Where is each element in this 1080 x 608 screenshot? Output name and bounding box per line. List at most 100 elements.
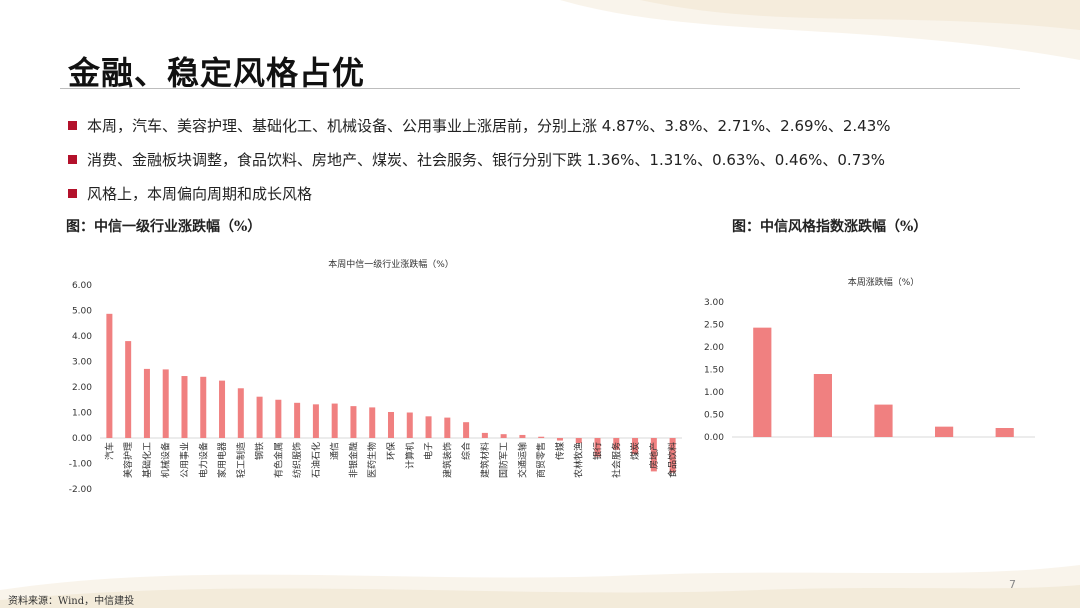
category-label: 房地产 [648,442,660,469]
title-divider [60,88,1020,89]
y-tick-label: 3.00 [704,298,724,308]
y-tick-label: 0.00 [72,434,92,444]
y-tick-label: 1.00 [72,409,92,419]
bar [995,428,1014,437]
bar [481,432,488,438]
bar [575,438,582,444]
category-label: 家用电器 [216,442,228,478]
category-label: 电力设备 [197,442,209,478]
category-label: 公用事业 [178,442,190,478]
bar [219,380,226,438]
bar [538,436,545,438]
bar [650,438,657,472]
category-label: 美容护理 [122,442,134,478]
bar [935,426,954,437]
page-number: 7 [1009,578,1016,591]
category-label: 轻工制造 [235,442,247,478]
style-bar-chart: 本周涨跌幅（%） 3.00 2.50 2.00 1.50 1.00 0.50 0.00 [704,276,1035,443]
category-label: 环保 [385,442,397,460]
y-tick-label: 2.00 [72,383,92,393]
bar [331,403,338,438]
bar [594,438,601,457]
category-label: 钢铁 [254,442,266,460]
bar [632,438,639,455]
bullet-marker [68,188,77,198]
category-label: 纺织服饰 [291,442,303,478]
bullet-marker [68,154,77,164]
y-tick-label: 0.00 [704,433,724,443]
chart-title: 本周中信一级行业涨跌幅（%） [328,258,454,270]
bar [143,368,150,438]
category-label: 传媒 [554,442,566,460]
bar [500,434,507,438]
category-label: 汽车 [103,442,115,460]
bar [813,374,832,437]
bar [874,404,893,437]
category-label: 通信 [329,442,341,460]
category-label: 有色金属 [272,442,284,478]
bar [387,411,395,438]
y-tick-label: -1.00 [69,460,93,470]
category-label: 建筑材料 [479,442,491,478]
category-label: 建筑装饰 [441,442,453,478]
bullet-item: 消费、金融板块调整，食品饮料、房地产、煤炭、社会服务、银行分别下跌 1.36%、… [68,142,1018,176]
category-label: 机械设备 [160,442,172,478]
bullet-text: 本周，汽车、美容护理、基础化工、机械设备、公用事业上涨居前，分别上涨 4.87%… [87,116,891,135]
bar [106,313,113,438]
bar [369,407,376,438]
y-tick-label: 4.00 [72,332,92,342]
category-label: 煤炭 [629,442,641,460]
y-tick-label: 1.50 [704,366,724,376]
bullet-item: 本周，汽车、美容护理、基础化工、机械设备、公用事业上涨居前，分别上涨 4.87%… [68,108,1018,142]
right-figure-caption: 图：中信风格指数涨跌幅（%） [732,219,928,235]
y-tick-label: 2.00 [704,343,724,353]
category-label: 银行 [592,442,604,460]
category-label: 社会服务 [610,442,622,478]
y-tick-label: -2.00 [69,485,93,495]
category-label: 基础化工 [141,442,153,478]
category-label: 食品饮料 [667,442,679,478]
page-title: 金融、稳定风格占优 [68,54,366,92]
bar [613,438,620,450]
bar [162,369,169,438]
category-label: 电子 [423,442,435,460]
bar [237,388,244,438]
bullet-text: 消费、金融板块调整，食品饮料、房地产、煤炭、社会服务、银行分别下跌 1.36%、… [87,150,886,169]
bar [406,412,413,438]
category-label: 医药生物 [366,442,378,478]
category-label: 石油石化 [310,442,322,478]
bar [463,422,470,438]
category-label: 计算机 [404,442,416,469]
category-label: 综合 [460,442,472,460]
bar [350,406,357,438]
bar [519,434,526,438]
y-tick-label: 3.00 [72,358,92,368]
chart-title: 本周涨跌幅（%） [848,276,920,288]
left-figure-caption: 图：中信一级行业涨跌幅（%） [66,219,262,235]
bar [294,402,301,438]
bar [200,376,207,438]
bullet-text: 风格上，本周偏向周期和成长风格 [87,184,313,203]
bar [425,416,432,438]
bullet-list: 本周，汽车、美容护理、基础化工、机械设备、公用事业上涨居前，分别上涨 4.87%… [68,108,1018,210]
bar [256,396,263,438]
bar [669,438,676,473]
industry-bar-chart: 本周中信一级行业涨跌幅（%） 6.00 5.00 4.00 3.00 2.00 1.00 0.… [69,258,682,495]
bullet-item: 风格上，本周偏向周期和成长风格 [68,176,1018,210]
y-tick-label: 0.50 [704,411,724,421]
bullet-marker [68,120,77,130]
bar [444,417,451,438]
bar [753,327,772,437]
category-label: 农林牧渔 [573,442,585,478]
bar [181,376,188,438]
category-label: 商贸零售 [535,442,547,478]
y-tick-label: 5.00 [72,307,92,317]
bar [312,404,319,438]
source-note: 资料来源：Wind，中信建投 [8,596,135,607]
y-tick-label: 6.00 [72,281,92,291]
y-tick-label: 2.50 [704,321,724,331]
category-label: 国防军工 [498,442,510,478]
y-tick-label: 1.00 [704,388,724,398]
category-label: 非银金融 [347,442,359,478]
bar [125,341,132,438]
